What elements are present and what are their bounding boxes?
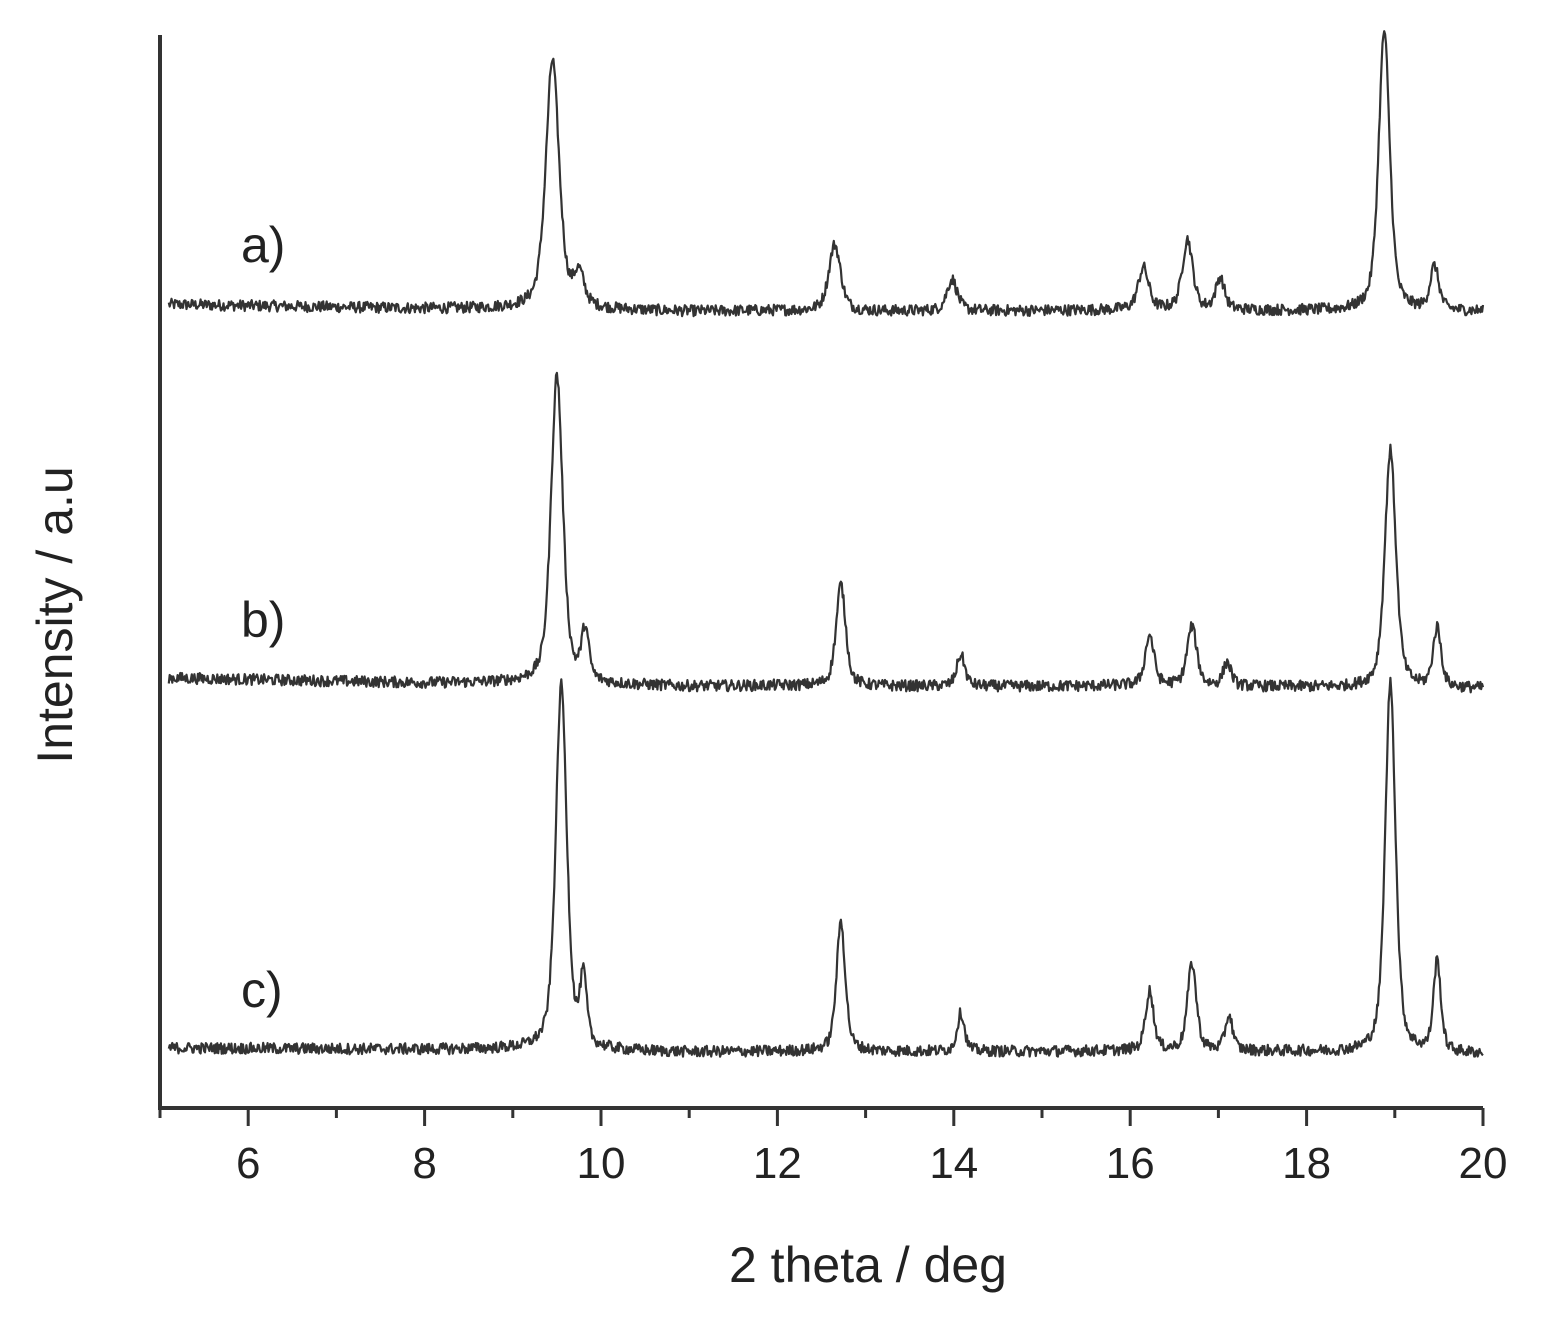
trace-c (167, 676, 1484, 1058)
x-tick-label: 16 (1106, 1139, 1155, 1188)
trace-a (167, 30, 1485, 318)
axes: 6 8 10 12 14 16 18 20 (158, 35, 1507, 1188)
series-label-c: c) (241, 962, 283, 1018)
series-label-b: b) (241, 592, 285, 648)
x-tick-label: 14 (929, 1139, 978, 1188)
x-tick-label: 20 (1459, 1139, 1508, 1188)
x-tick-label: 8 (412, 1139, 436, 1188)
x-axis-title: 2 theta / deg (729, 1237, 1007, 1293)
x-tick-label: 12 (753, 1139, 802, 1188)
x-tick-label: 18 (1282, 1139, 1331, 1188)
series-label-a: a) (241, 217, 285, 273)
trace-b (167, 371, 1485, 694)
traces (167, 30, 1485, 1058)
x-tick-label: 10 (577, 1139, 626, 1188)
y-axis-title: Intensity / a.u (27, 466, 83, 763)
labels: 2 theta / deg Intensity / a.u a) b) c) (27, 217, 1007, 1293)
x-tick-label: 6 (236, 1139, 260, 1188)
